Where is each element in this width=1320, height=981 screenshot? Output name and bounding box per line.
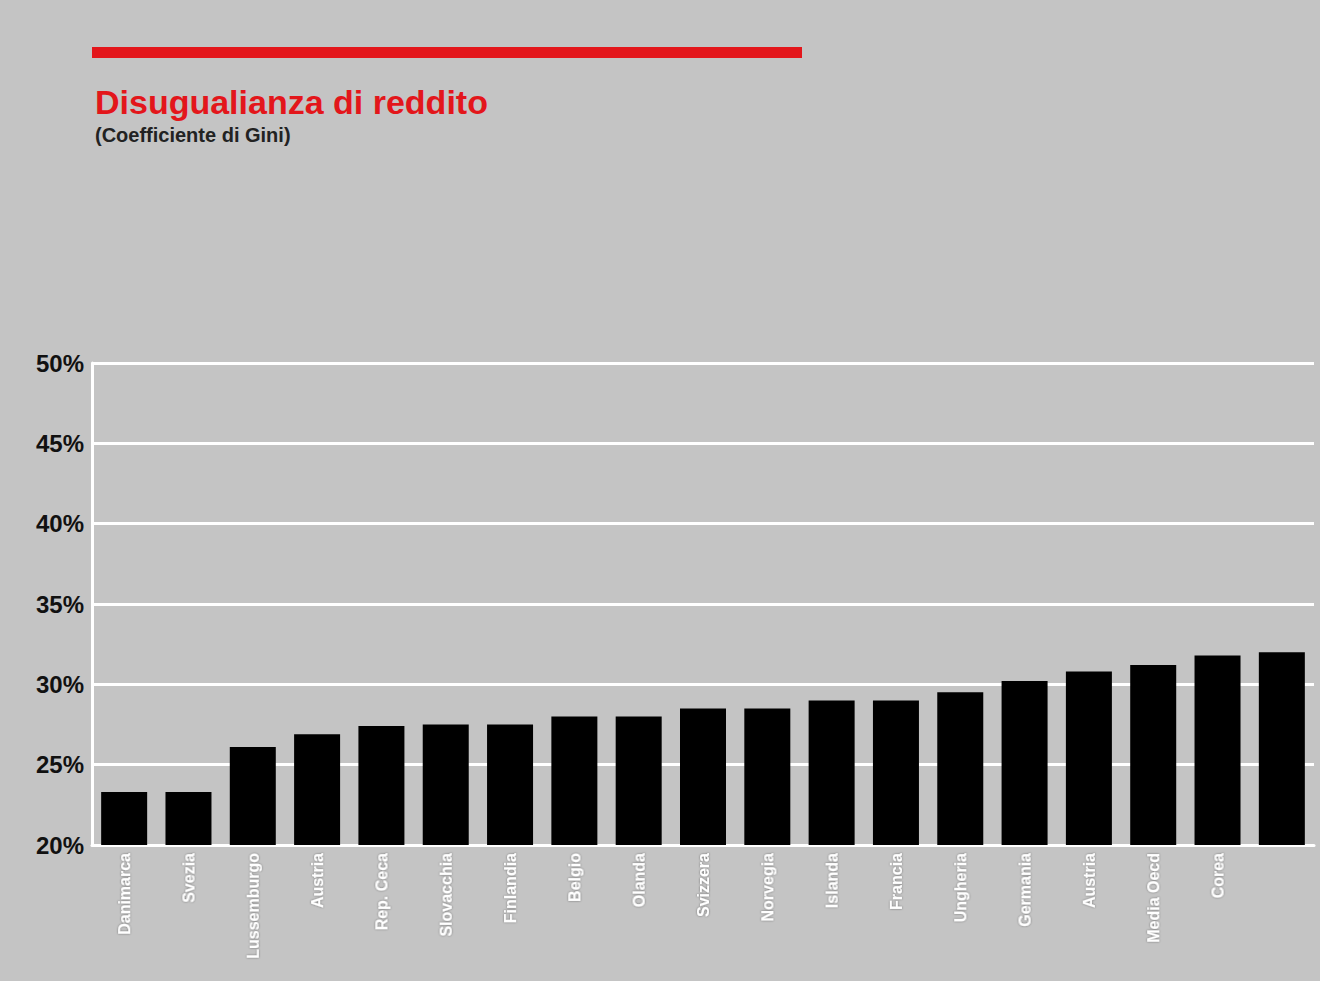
svg-text:Belgio: Belgio [566, 853, 583, 902]
svg-text:Norvegia: Norvegia [759, 853, 776, 922]
svg-text:50%: 50% [36, 350, 84, 377]
svg-text:Finlandia: Finlandia [502, 853, 519, 923]
svg-text:40%: 40% [36, 510, 84, 537]
svg-text:Media Oecd: Media Oecd [1145, 853, 1162, 943]
svg-text:Austria: Austria [309, 853, 326, 908]
svg-text:Disugualianza di reddito: Disugualianza di reddito [95, 83, 488, 121]
svg-text:Slovacchia: Slovacchia [437, 853, 454, 937]
svg-text:Danimarca: Danimarca [116, 853, 133, 935]
svg-text:35%: 35% [36, 591, 84, 618]
svg-text:25%: 25% [36, 751, 84, 778]
svg-text:45%: 45% [36, 430, 84, 457]
svg-text:Germania: Germania [1016, 853, 1033, 927]
svg-text:30%: 30% [36, 671, 84, 698]
svg-text:Svezia: Svezia [180, 853, 197, 903]
svg-text:Francia: Francia [887, 853, 904, 910]
svg-text:Svizzera: Svizzera [695, 853, 712, 917]
svg-text:Olanda: Olanda [630, 853, 647, 907]
svg-text:Islanda: Islanda [823, 853, 840, 908]
svg-text:Corea: Corea [1209, 853, 1226, 898]
svg-text:Rep. Ceca: Rep. Ceca [373, 853, 390, 930]
svg-text:(Coefficiente di Gini): (Coefficiente di Gini) [95, 124, 291, 146]
svg-text:20%: 20% [36, 832, 84, 859]
svg-text:Lussemburgo: Lussemburgo [244, 853, 261, 959]
svg-text:Ungheria: Ungheria [952, 853, 969, 922]
svg-text:Austria: Austria [1080, 853, 1097, 908]
